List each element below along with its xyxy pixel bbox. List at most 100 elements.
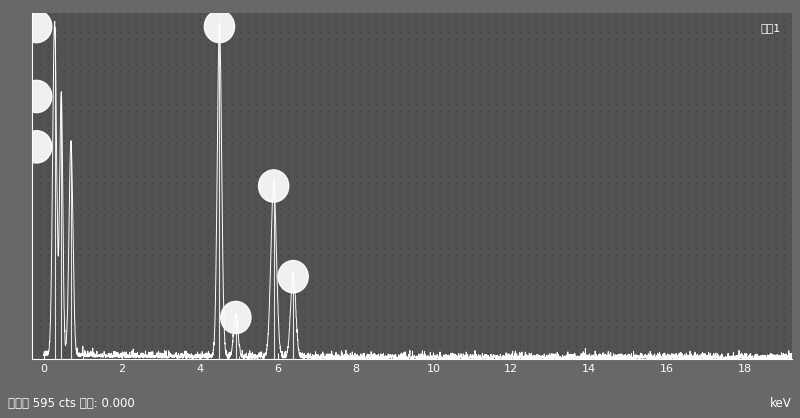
Point (586, 356, 598, 363)
Point (618, 219, 630, 225)
Point (130, 317, 142, 324)
Point (26, 258, 38, 265)
Point (226, 356, 238, 363)
Point (674, 206, 686, 212)
Point (778, 297, 790, 304)
Point (258, 225, 270, 232)
Point (106, 278, 118, 284)
Point (202, 271, 214, 278)
Point (274, 101, 286, 107)
Point (258, 278, 270, 284)
Point (314, 271, 326, 278)
Point (34, 107, 46, 114)
Point (754, 101, 766, 107)
Point (234, 153, 246, 160)
Point (218, 310, 230, 317)
Point (122, 134, 134, 140)
Point (522, 304, 534, 311)
Point (666, 324, 678, 330)
Point (346, 173, 358, 180)
Point (578, 101, 590, 107)
Point (26, 147, 38, 153)
Point (442, 179, 454, 186)
Point (522, 356, 534, 363)
Point (58, 140, 70, 147)
Point (714, 199, 726, 206)
Point (554, 153, 566, 160)
Point (370, 68, 382, 75)
Point (266, 94, 278, 101)
Point (210, 206, 222, 212)
Point (698, 153, 710, 160)
Point (434, 186, 446, 193)
Point (634, 48, 646, 55)
Point (722, 114, 734, 121)
Point (770, 232, 782, 238)
Point (482, 186, 494, 193)
Point (314, 356, 326, 363)
Point (714, 291, 726, 297)
Point (690, 29, 702, 36)
Point (58, 173, 70, 180)
Point (602, 88, 614, 94)
Point (474, 94, 486, 101)
Point (210, 284, 222, 291)
Point (458, 271, 470, 278)
Point (274, 114, 286, 121)
Point (666, 173, 678, 180)
Point (162, 258, 174, 265)
Point (618, 192, 630, 199)
Point (778, 94, 790, 101)
Point (442, 16, 454, 23)
Point (578, 265, 590, 271)
Point (778, 29, 790, 36)
Point (642, 9, 654, 16)
Point (50, 107, 62, 114)
Point (282, 206, 294, 212)
Point (154, 251, 166, 258)
Point (138, 120, 150, 127)
Point (306, 94, 318, 101)
Point (706, 9, 718, 16)
Point (50, 330, 62, 336)
Point (602, 61, 614, 68)
Point (74, 36, 86, 42)
Point (122, 225, 134, 232)
Point (26, 101, 38, 107)
Point (186, 284, 198, 291)
Point (578, 166, 590, 173)
Point (98, 88, 110, 94)
Point (722, 291, 734, 297)
Point (258, 134, 270, 140)
Point (666, 114, 678, 121)
Point (42, 356, 54, 363)
Point (418, 258, 430, 265)
Point (570, 101, 582, 107)
Point (698, 317, 710, 324)
Point (138, 55, 150, 62)
Point (690, 219, 702, 225)
Point (626, 238, 638, 245)
Point (658, 304, 670, 311)
Point (106, 16, 118, 23)
Point (258, 173, 270, 180)
Point (634, 278, 646, 284)
Point (714, 356, 726, 363)
Point (186, 199, 198, 206)
Point (314, 343, 326, 350)
Point (434, 81, 446, 88)
Point (266, 324, 278, 330)
Point (578, 186, 590, 193)
Point (242, 258, 254, 265)
Point (106, 160, 118, 166)
Point (730, 271, 742, 278)
Point (482, 310, 494, 317)
Point (762, 101, 774, 107)
Point (258, 192, 270, 199)
Point (594, 232, 606, 238)
Point (250, 36, 262, 42)
Point (490, 55, 502, 62)
Point (298, 36, 310, 42)
Point (306, 291, 318, 297)
Point (370, 48, 382, 55)
